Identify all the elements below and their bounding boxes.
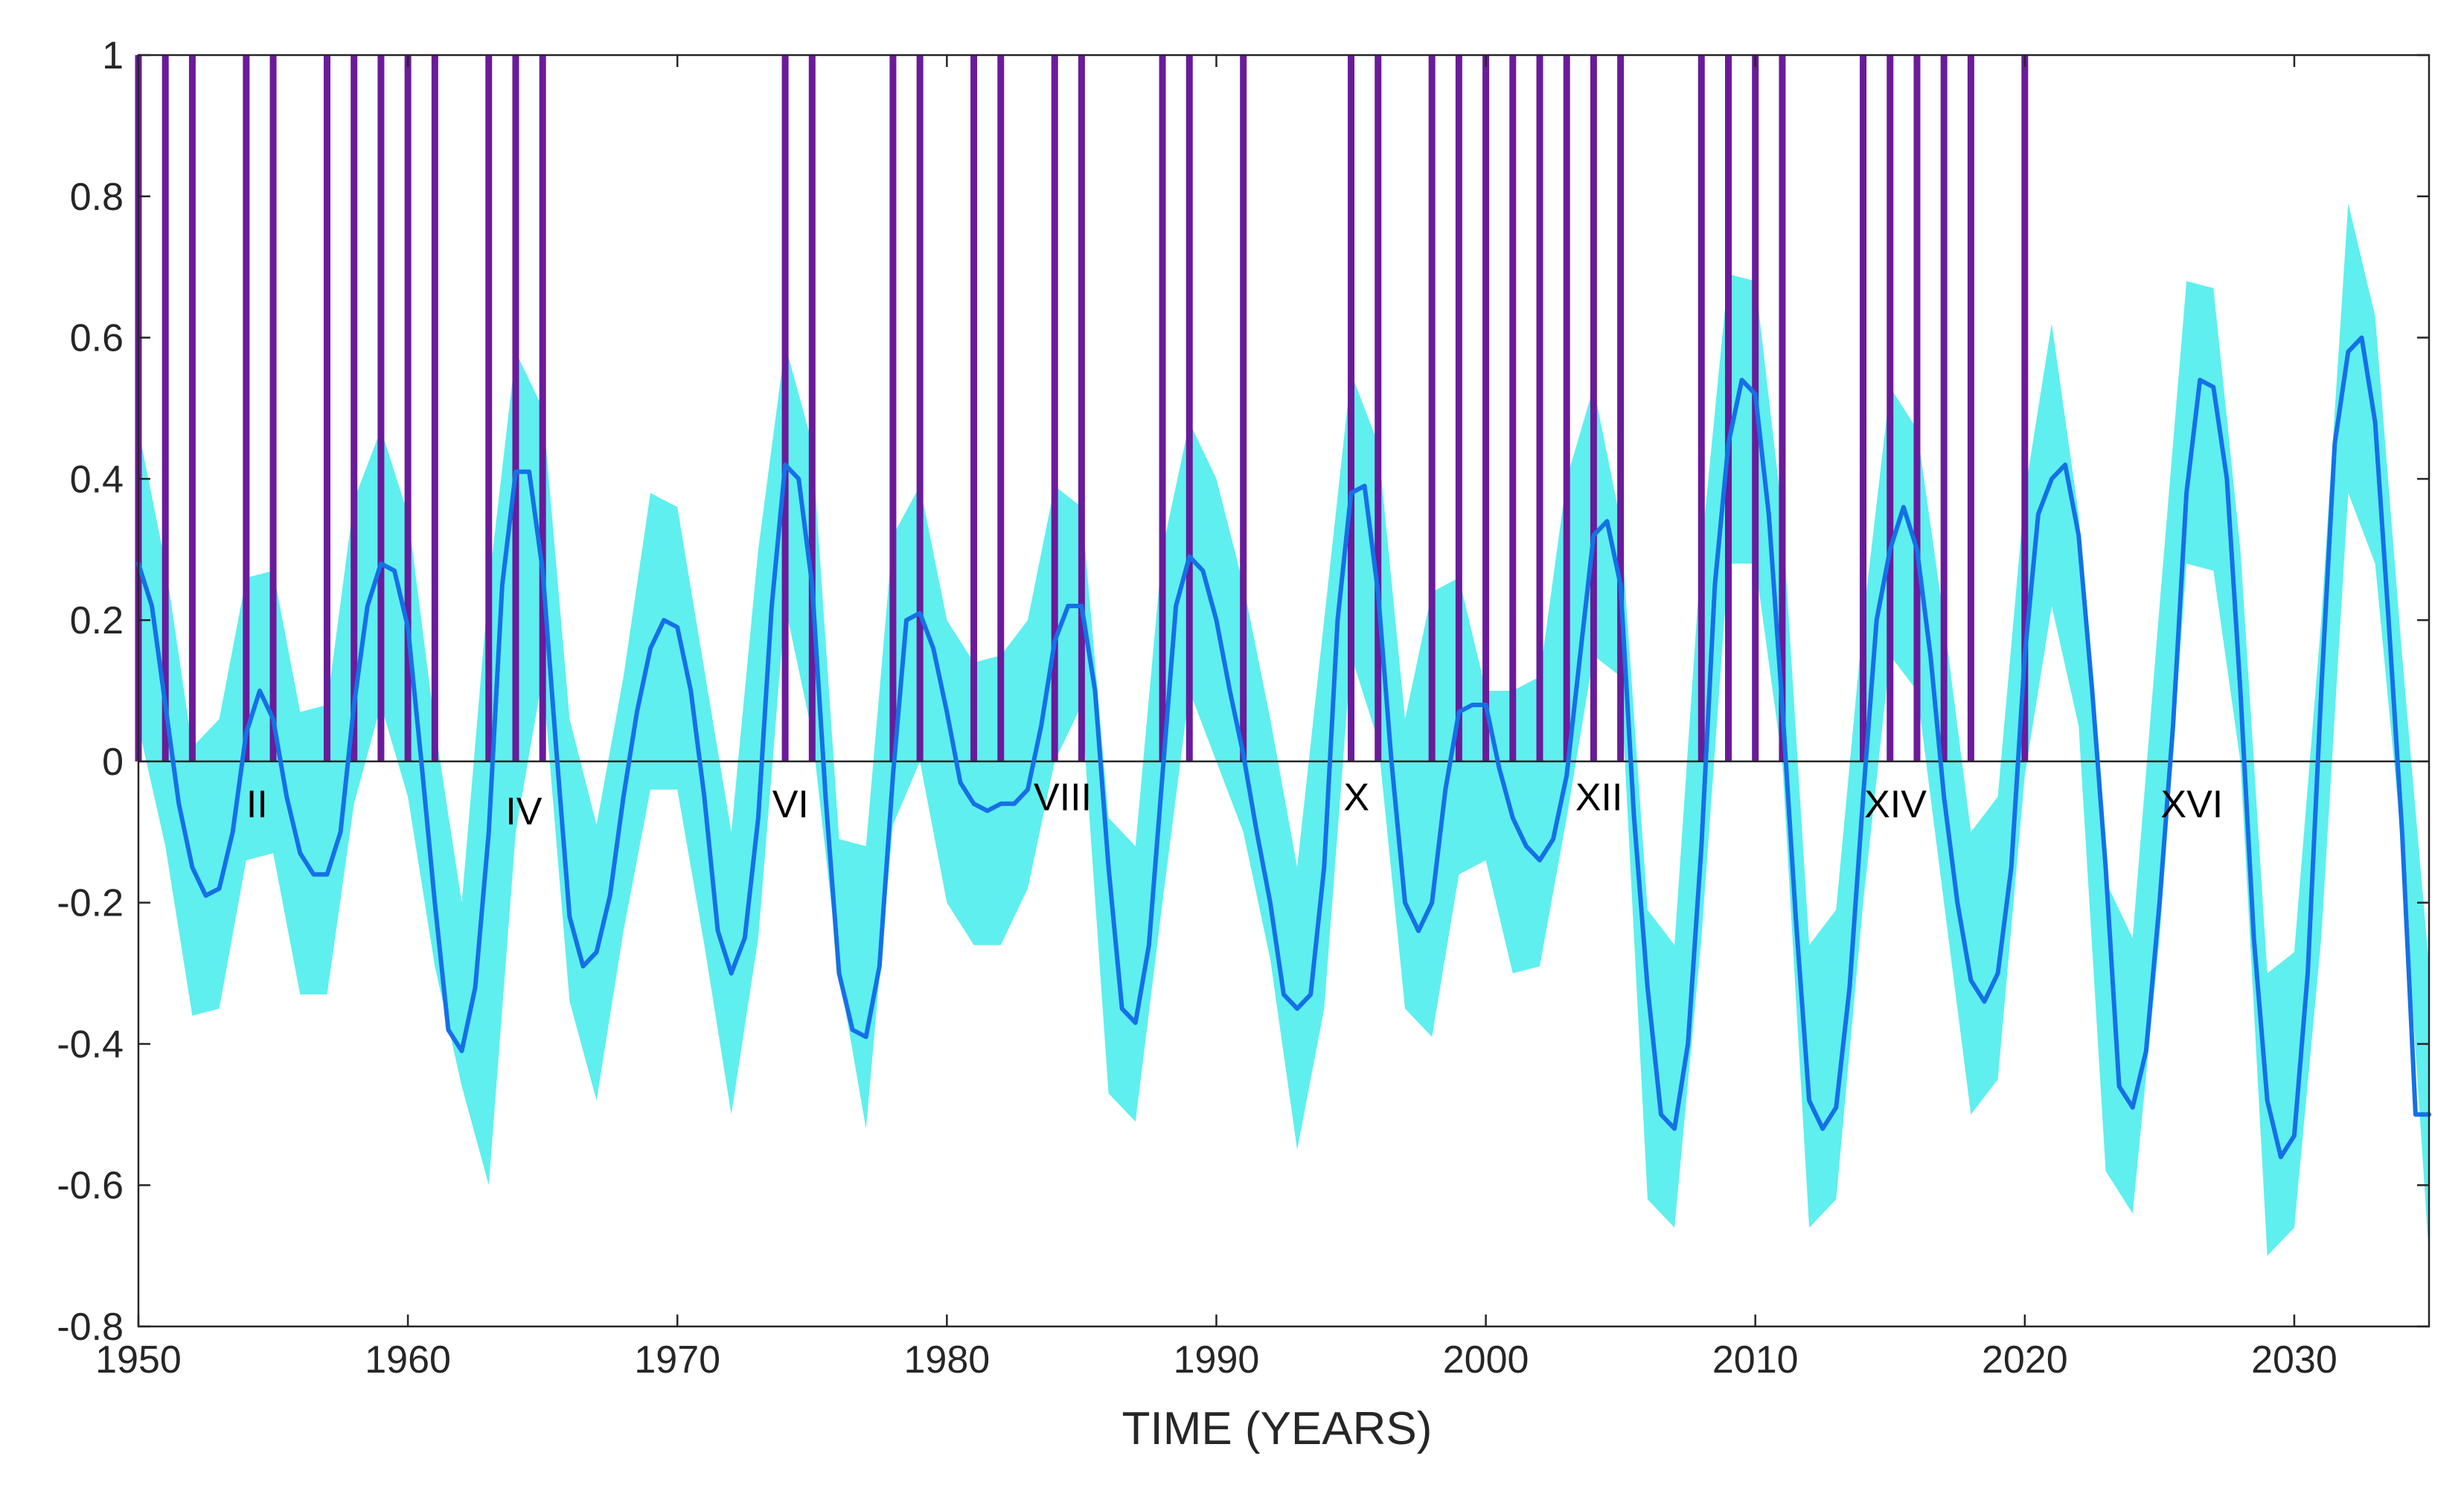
cycle-label-XVI: XVI — [2160, 783, 2223, 826]
cycle-label-VI: VI — [772, 783, 809, 826]
x-tick-label-2030: 2030 — [2251, 1338, 2337, 1382]
cycle-label-VIII: VIII — [1034, 776, 1092, 819]
y-tick-label-1: -0.6 — [57, 1164, 124, 1207]
x-tick-label-2000: 2000 — [1443, 1338, 1529, 1382]
y-tick-label-0: -0.8 — [57, 1306, 124, 1349]
y-tick-label-5: 0.2 — [70, 599, 124, 642]
axes-box — [137, 54, 2431, 1328]
y-tick-label-3: -0.2 — [57, 882, 124, 925]
x-tick-label-1950: 1950 — [95, 1338, 182, 1382]
y-tick-label-7: 0.6 — [70, 317, 124, 360]
mean-line — [136, 335, 2431, 1160]
x-tick-label-1960: 1960 — [365, 1338, 451, 1382]
y-tick-label-4: 0 — [102, 741, 124, 784]
x-tick-label-2010: 2010 — [1712, 1338, 1799, 1382]
x-tick-label-2020: 2020 — [1982, 1338, 2068, 1382]
x-axis-title: TIME (YEARS) — [1122, 1403, 1433, 1454]
plot-area: 1950 1960 1970 1980 1990 2000 2010 2020 2030 -0.8… — [57, 34, 2431, 1382]
y-tick-label-6: 0.4 — [70, 458, 124, 501]
confidence-band — [138, 203, 2429, 1256]
x-tick-label-1970: 1970 — [634, 1338, 720, 1382]
y-tick-label-8: 0.8 — [70, 176, 124, 219]
x-tick-label-1990: 1990 — [1174, 1338, 1260, 1382]
cycle-label-XII: XII — [1575, 776, 1623, 819]
x-tick-label-1980: 1980 — [904, 1338, 991, 1382]
cycle-label-XIV: XIV — [1864, 783, 1927, 826]
cycle-label-IV: IV — [505, 790, 542, 833]
cycle-label-II: II — [246, 783, 268, 826]
y-tick-label-9: 1 — [102, 34, 124, 77]
cycle-label-X: X — [1343, 776, 1369, 819]
y-tick-label-2: -0.4 — [57, 1023, 124, 1066]
